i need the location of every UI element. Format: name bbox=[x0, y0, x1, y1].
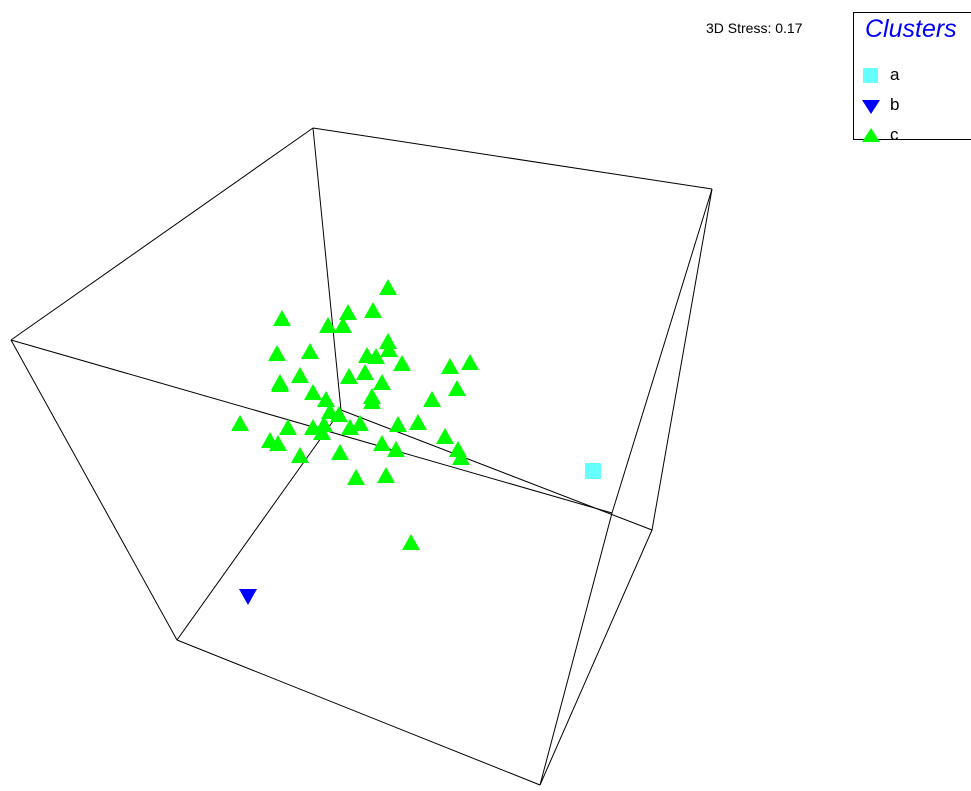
point-c-24 bbox=[423, 391, 441, 407]
point-c-35 bbox=[409, 414, 427, 430]
stress-value: 3D Stress: 0.17 bbox=[706, 20, 803, 36]
point-c-1 bbox=[273, 310, 291, 326]
point-c-26 bbox=[279, 419, 297, 435]
point-c-39 bbox=[291, 447, 309, 463]
legend-label: b bbox=[890, 95, 900, 114]
point-c-33 bbox=[363, 393, 381, 409]
triangle-up-marker-icon bbox=[862, 128, 880, 142]
legend-label: a bbox=[890, 65, 900, 84]
point-c-46 bbox=[317, 391, 335, 407]
point-c-17 bbox=[441, 358, 459, 374]
point-c-10 bbox=[379, 333, 397, 349]
point-c-28 bbox=[269, 435, 287, 451]
point-c-23 bbox=[373, 374, 391, 390]
point-c-42 bbox=[373, 435, 391, 451]
point-c-20 bbox=[448, 380, 466, 396]
point-c-38 bbox=[452, 449, 470, 465]
point-c-18 bbox=[461, 354, 479, 370]
data-points bbox=[231, 279, 601, 605]
point-c-25 bbox=[231, 415, 249, 431]
point-c-14 bbox=[291, 367, 309, 383]
point-c-19 bbox=[393, 355, 411, 371]
point-c-11 bbox=[367, 348, 385, 364]
point-c-43 bbox=[377, 467, 395, 483]
triangle-down-marker-icon bbox=[862, 100, 880, 114]
point-c-36 bbox=[436, 428, 454, 444]
legend-title: Clusters bbox=[865, 15, 957, 43]
point-c-7 bbox=[301, 343, 319, 359]
point-c-48 bbox=[330, 406, 348, 422]
point-c-16 bbox=[356, 364, 374, 380]
point-c-15 bbox=[340, 368, 358, 384]
point-c-44 bbox=[387, 441, 405, 457]
point-c-34 bbox=[389, 416, 407, 432]
point-c-2 bbox=[339, 304, 357, 320]
point-c-6 bbox=[268, 345, 286, 361]
legend-label: c bbox=[890, 125, 899, 144]
legend: Clusters a b c bbox=[853, 12, 971, 144]
point-a-0 bbox=[585, 463, 601, 479]
point-c-32 bbox=[351, 415, 369, 431]
point-c-47 bbox=[315, 416, 333, 432]
point-c-4 bbox=[319, 317, 337, 333]
ordination-bounding-box bbox=[10, 127, 713, 786]
point-c-0 bbox=[379, 279, 397, 295]
point-c-21 bbox=[304, 384, 322, 400]
square-marker-icon bbox=[863, 68, 878, 83]
point-c-3 bbox=[364, 302, 382, 318]
point-b-0 bbox=[239, 589, 257, 605]
point-c-5 bbox=[334, 317, 352, 333]
point-c-41 bbox=[347, 469, 365, 485]
point-c-40 bbox=[331, 444, 349, 460]
point-c-13 bbox=[271, 374, 289, 390]
point-c-49 bbox=[402, 534, 420, 550]
